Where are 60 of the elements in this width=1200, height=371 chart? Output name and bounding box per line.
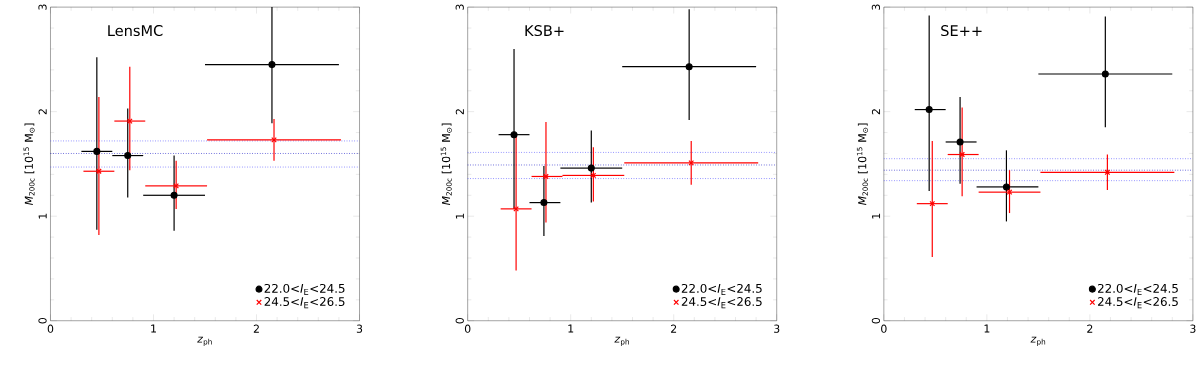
point	[587, 164, 595, 172]
point	[956, 138, 964, 146]
x-tick-label: 0	[881, 324, 887, 333]
x-tick-label: 1	[568, 324, 574, 333]
x-tick-label: 3	[1190, 324, 1196, 333]
point	[124, 152, 132, 160]
y-tick-label: 1	[38, 213, 47, 219]
point	[268, 61, 276, 69]
legend-label: 22.0<I$_{E}$<24.5	[681, 283, 762, 296]
y-tick-label: 3	[871, 4, 881, 10]
point	[543, 173, 549, 180]
point	[959, 151, 965, 158]
point	[688, 160, 695, 166]
legend-label: 22.0<I$_{E}$<24.5	[1097, 283, 1178, 296]
x-axis-title: z$_{ph}$	[614, 336, 629, 346]
legend-label: 24.5<I$_{E}$<26.5	[681, 297, 762, 309]
text: LensMC	[108, 25, 163, 37]
legend-label: 24.5<I$_{E}$<26.5	[1097, 297, 1178, 309]
text: SE++	[941, 25, 982, 37]
y-axis-title: M$_{200c}$ [10$^{15}$ M$_{⊙}$]	[23, 123, 35, 206]
point	[929, 200, 936, 207]
y-axis-title: M$_{200c}$ [10$^{15}$ M$_{⊙}$]	[440, 123, 452, 206]
x-tick-label: 1	[151, 324, 156, 333]
y-tick-label: 1	[872, 213, 881, 219]
y-tick-label: 2	[455, 109, 464, 115]
y-tick-label: 3	[455, 4, 464, 10]
y-tick-label: 2	[38, 109, 47, 115]
point	[271, 137, 277, 143]
point	[685, 63, 693, 71]
y-tick-label: 0	[871, 318, 881, 324]
y-tick-label: 1	[455, 213, 464, 219]
point	[1104, 169, 1111, 176]
text: KSB+	[525, 25, 564, 37]
legend-label: 24.5<I$_{E}$<26.5	[264, 297, 345, 309]
point	[1101, 70, 1109, 78]
y-tick-label: 2	[871, 109, 881, 115]
x-tick-label: 2	[671, 324, 677, 333]
point	[1002, 183, 1010, 191]
point	[96, 168, 102, 175]
x-tick-label: 3	[774, 324, 780, 333]
x-axis-title: z$_{ph}$	[197, 336, 212, 346]
point	[170, 191, 178, 199]
x-tick-label: 1	[984, 324, 990, 333]
point	[510, 131, 518, 139]
x-tick-label: 2	[253, 324, 259, 333]
y-tick-label: 3	[38, 4, 47, 10]
x-axis-title: z$_{ph}$	[1030, 336, 1046, 346]
legend-label: 22.0<I$_{E}$<24.5	[264, 283, 345, 296]
point	[126, 118, 133, 124]
point	[540, 199, 548, 207]
point	[93, 147, 101, 155]
y-axis-title: M$_{200c}$ [10$^{15}$ M$_{⊙}$]	[856, 123, 868, 206]
x-tick-label: 0	[464, 324, 471, 333]
x-tick-label: 2	[1087, 324, 1093, 333]
point	[925, 106, 933, 114]
y-tick-label: 0	[38, 318, 47, 324]
x-tick-label: 3	[356, 324, 363, 333]
x-tick-label: 0	[47, 324, 54, 333]
y-tick-label: 0	[455, 318, 464, 324]
point	[1006, 189, 1013, 196]
